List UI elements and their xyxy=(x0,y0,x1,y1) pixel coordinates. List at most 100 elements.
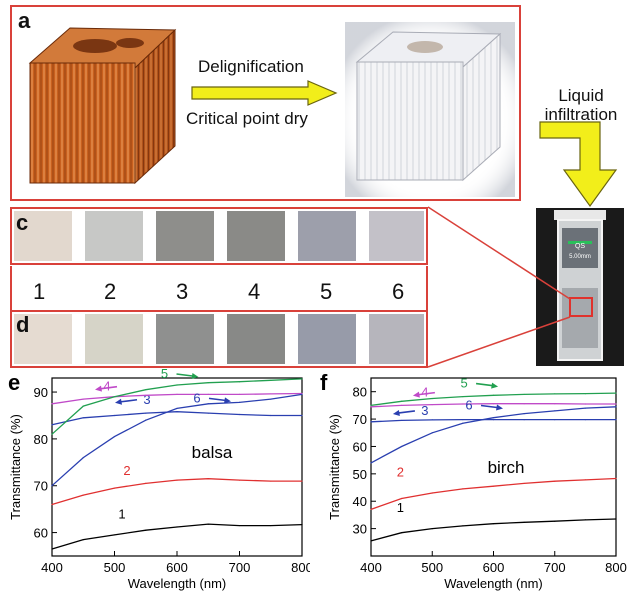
native-wood-block-image xyxy=(28,27,177,185)
data-point-2 xyxy=(431,492,433,494)
data-point-4 xyxy=(462,403,464,405)
data-point-1 xyxy=(431,528,433,530)
series-label-3: 3 xyxy=(421,403,428,418)
delignified-wood-block-image xyxy=(345,22,515,197)
data-point-5 xyxy=(431,397,433,400)
data-point-3 xyxy=(401,419,403,422)
delignification-label: Delignification xyxy=(198,57,304,76)
data-point-1 xyxy=(176,526,178,528)
data-point-2 xyxy=(492,485,495,487)
sample-number-4: 4 xyxy=(248,279,261,304)
data-point-5 xyxy=(207,382,209,384)
data-point-6 xyxy=(584,407,586,409)
data-point-6 xyxy=(238,401,241,403)
data-point-1 xyxy=(145,529,147,531)
y-tick-label: 50 xyxy=(353,467,367,482)
series-pointer-head-icon xyxy=(191,373,199,379)
data-point-5 xyxy=(462,396,464,398)
sample-numbers-row xyxy=(10,266,428,310)
data-point-1 xyxy=(113,534,116,536)
data-point-5 xyxy=(401,400,403,402)
panel-a-frame xyxy=(10,5,521,201)
liquid-infiltration-arrow-icon xyxy=(539,121,618,208)
data-point-3 xyxy=(584,419,586,421)
x-tick-label: 700 xyxy=(229,560,251,575)
series-label-2: 2 xyxy=(123,463,130,478)
panel-d-swatch-3 xyxy=(156,314,214,364)
x-axis-label: Wavelength (nm) xyxy=(128,576,227,591)
data-point-6 xyxy=(492,417,495,419)
series-pointer-head-icon xyxy=(115,398,122,405)
data-point-4 xyxy=(145,394,147,396)
x-tick-label: 800 xyxy=(605,560,627,575)
series-pointer-icon xyxy=(476,382,493,387)
data-point-4 xyxy=(401,404,403,406)
cuvette-photo: QS 5.00mm xyxy=(536,208,624,366)
data-point-1 xyxy=(584,519,586,521)
liquid-label: Liquid xyxy=(558,86,604,105)
data-point-5 xyxy=(554,393,556,395)
data-point-2 xyxy=(584,479,586,481)
data-point-5 xyxy=(82,405,84,407)
data-point-4 xyxy=(431,403,433,406)
data-point-5 xyxy=(176,384,178,386)
data-point-6 xyxy=(113,435,116,438)
series-line-3 xyxy=(51,411,302,426)
data-point-4 xyxy=(584,403,586,405)
series-pointer-icon xyxy=(208,397,226,402)
data-point-5 xyxy=(238,381,241,383)
data-point-6 xyxy=(176,407,178,410)
series-pointer-icon xyxy=(176,373,193,377)
data-point-5 xyxy=(301,378,303,380)
data-point-2 xyxy=(401,497,403,500)
data-point-1 xyxy=(554,520,556,522)
panel-d-letter: d xyxy=(16,312,30,337)
panel-d-swatch-4 xyxy=(227,314,285,364)
series-pointer-head-icon xyxy=(491,382,499,389)
chart-e-balsa: 60 70 80 90 400 500 600 700 800 Wavelength (nm) Tr… xyxy=(8,368,310,591)
series-pointer-icon xyxy=(418,391,435,396)
data-point-2 xyxy=(145,482,147,484)
series-label-6: 6 xyxy=(465,397,472,412)
series-label-4: 4 xyxy=(421,385,428,400)
x-tick-label: 600 xyxy=(166,560,188,575)
series-label-1: 1 xyxy=(397,500,404,515)
x-tick-label: 500 xyxy=(104,560,126,575)
data-point-1 xyxy=(207,523,209,525)
panel-d-strip xyxy=(10,310,428,368)
series-line-1 xyxy=(51,523,303,550)
data-point-6 xyxy=(207,403,209,405)
data-point-3 xyxy=(113,414,116,417)
panel-c-swatch-1 xyxy=(14,211,72,261)
data-point-1 xyxy=(301,524,303,526)
y-tick-label: 30 xyxy=(353,522,367,537)
y-tick-label: 80 xyxy=(34,432,48,447)
series-label-6: 6 xyxy=(193,390,200,405)
data-point-2 xyxy=(523,482,525,485)
series-line-2 xyxy=(370,477,617,511)
data-point-6 xyxy=(462,422,464,424)
series-line-5 xyxy=(51,378,303,435)
data-point-6 xyxy=(431,432,433,434)
data-point-1 xyxy=(370,540,372,542)
series-pointer-head-icon xyxy=(412,391,420,398)
panel-c-swatch-6 xyxy=(369,211,424,261)
data-point-3 xyxy=(492,419,495,421)
data-point-4 xyxy=(82,398,84,400)
data-point-5 xyxy=(51,433,53,435)
data-point-5 xyxy=(615,392,617,394)
data-point-1 xyxy=(492,523,495,525)
data-point-4 xyxy=(51,403,53,405)
panel-c-swatch-4 xyxy=(227,211,285,261)
series-line-6 xyxy=(370,406,617,464)
data-point-2 xyxy=(615,477,617,480)
data-point-6 xyxy=(270,398,272,400)
data-point-2 xyxy=(238,479,241,481)
y-axis-label: Transmittance (%) xyxy=(327,414,342,520)
series-line-1 xyxy=(370,518,617,542)
process-arrow-icon xyxy=(191,80,338,106)
wood-type-annotation: balsa xyxy=(192,443,233,462)
data-point-6 xyxy=(51,485,53,487)
data-point-4 xyxy=(492,403,495,405)
data-point-4 xyxy=(207,393,209,395)
